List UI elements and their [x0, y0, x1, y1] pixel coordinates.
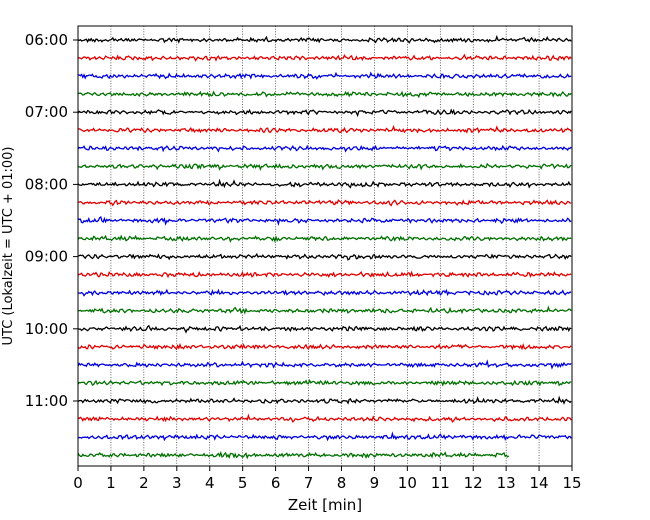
trace-row-5: [77, 124, 572, 134]
trace-row-13: [77, 270, 572, 279]
y-tick-label: 07:00: [25, 103, 68, 121]
x-tick-label: 8: [337, 474, 347, 492]
y-axis-label: UTC (Lokalzeit = UTC + 01:00): [1, 147, 16, 346]
trace-row-17: [77, 342, 572, 351]
y-tick-label: 06:00: [25, 31, 68, 49]
trace-row-4: [77, 108, 572, 118]
trace-group: [77, 34, 572, 460]
trace-row-18: [77, 359, 572, 370]
trace-row-12: [77, 252, 572, 261]
x-axis-label: Zeit [min]: [288, 496, 362, 514]
trace-row-11: [77, 234, 572, 243]
y-tick-label: 08:00: [25, 175, 68, 193]
trace-row-3: [77, 90, 572, 99]
trace-row-2: [77, 71, 572, 80]
x-tick-label: 4: [205, 474, 215, 492]
trace-row-21: [77, 413, 572, 423]
trace-row-7: [77, 162, 572, 171]
y-tick-label: 11:00: [25, 392, 68, 410]
plot-frame: [77, 25, 573, 467]
y-tick-label: 09:00: [25, 248, 68, 266]
trace-row-19: [77, 378, 572, 387]
grid-lines: [110, 26, 540, 466]
x-tick-label: 7: [304, 474, 314, 492]
x-tick-label: 13: [497, 474, 516, 492]
x-tick-label: 6: [271, 474, 281, 492]
x-tick-label: 9: [370, 474, 380, 492]
y-axis: 06:00 07:00 08:00 09:00 10:00 11:00: [25, 31, 78, 410]
x-tick-label: 5: [238, 474, 248, 492]
trace-row-1: [77, 53, 572, 62]
y-tick-label: 10:00: [25, 320, 68, 338]
trace-row-16: [77, 324, 572, 334]
x-tick-label: 10: [398, 474, 417, 492]
x-tick-label: 3: [172, 474, 182, 492]
trace-row-9: [77, 199, 572, 207]
trace-row-14: [77, 288, 572, 297]
trace-row-23: [77, 450, 510, 460]
trace-row-22: [77, 431, 572, 442]
x-tick-label: 2: [139, 474, 149, 492]
trace-row-20: [77, 395, 572, 405]
trace-row-8: [77, 178, 572, 189]
x-tick-label: 1: [106, 474, 116, 492]
x-tick-label: 12: [464, 474, 483, 492]
trace-row-15: [77, 305, 572, 315]
x-tick-label: 11: [431, 474, 450, 492]
x-tick-label: 15: [562, 474, 581, 492]
x-tick-label: 14: [530, 474, 549, 492]
trace-row-6: [77, 144, 572, 153]
x-tick-label: 0: [73, 474, 83, 492]
trace-row-0: [77, 34, 572, 44]
x-axis: 0 1 2 3 4 5 6 7 8 9 10 11 12 13 14 15: [73, 466, 582, 492]
trace-row-10: [77, 216, 572, 226]
